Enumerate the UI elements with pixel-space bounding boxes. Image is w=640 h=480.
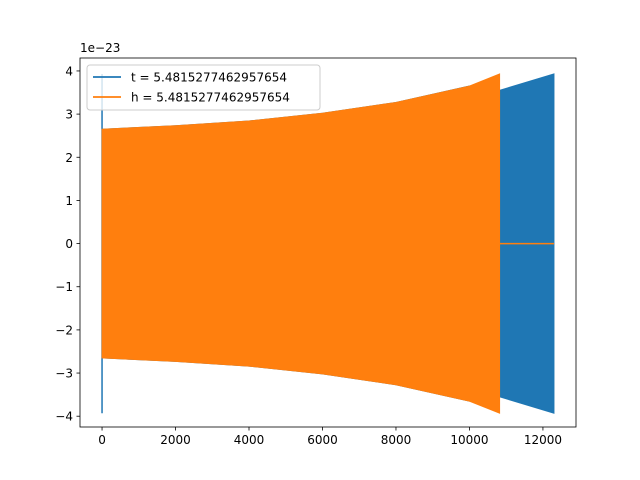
x-tick-label: 0	[98, 433, 106, 447]
y-tick-label: −3	[55, 367, 73, 381]
y-offset-text: 1e−23	[80, 41, 120, 55]
legend-box	[86, 64, 321, 111]
legend: t = 5.4815277462957654 h = 5.481527746295…	[86, 64, 321, 111]
x-tick-label: 8000	[381, 433, 412, 447]
y-axis: −4 −3 −2 −1 0 1 2 3 4	[55, 64, 80, 424]
series-layer	[101, 73, 555, 414]
y-tick-label: −4	[55, 410, 73, 424]
x-tick-label: 12000	[524, 433, 562, 447]
x-tick-label: 6000	[307, 433, 338, 447]
y-tick-label: 1	[65, 194, 73, 208]
x-tick-label: 4000	[234, 433, 265, 447]
y-tick-label: −1	[55, 280, 73, 294]
x-tick-label: 2000	[160, 433, 191, 447]
series-2-envelope	[101, 73, 501, 414]
legend-label: h = 5.4815277462957654	[131, 91, 290, 105]
plot-frame	[79, 57, 577, 428]
series-2	[101, 73, 554, 414]
y-tick-label: 2	[65, 151, 73, 165]
y-tick-label: −2	[55, 323, 73, 337]
x-tick-label: 10000	[450, 433, 488, 447]
x-axis: 0 2000 4000 6000 8000 10000 12000	[98, 427, 562, 447]
y-tick-label: 4	[65, 64, 73, 78]
y-tick-label: 0	[65, 237, 73, 251]
y-tick-label: 3	[65, 108, 73, 122]
legend-label: t = 5.4815277462957654	[131, 71, 287, 85]
